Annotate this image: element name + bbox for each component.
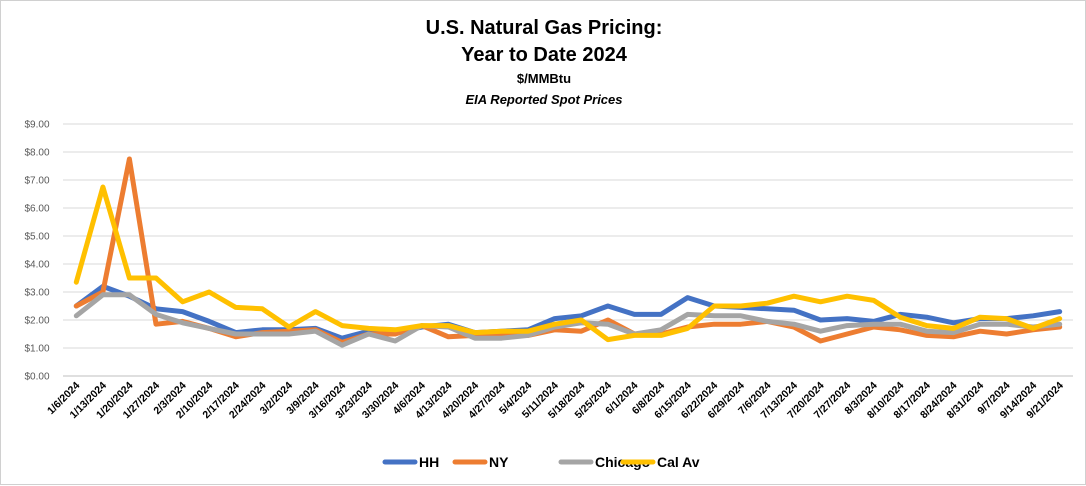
series-lines (73, 156, 1063, 348)
y-tick-label: $7.00 (24, 176, 49, 187)
legend: HHNYChicagoCal Av (382, 454, 700, 470)
legend-label: HH (419, 454, 439, 470)
y-tick-label: $6.00 (24, 204, 49, 215)
y-axis: $0.00 $1.00 $2.00 $3.00 $4.00 $5.00 $6.00 $7.00… (24, 120, 49, 383)
x-axis: 1/6/20241/13/20241/20/20241/27/20242/3/2… (45, 380, 1066, 422)
source-note: EIA Reported Spot Prices (466, 92, 623, 107)
y-tick-label: $4.00 (24, 260, 49, 271)
chart-subtitle: Year to Date 2024 (461, 44, 628, 66)
y-tick-label: $1.00 (24, 344, 49, 355)
y-tick-label: $2.00 (24, 316, 49, 327)
y-tick-label: $5.00 (24, 232, 49, 243)
legend-label: Cal Av (657, 454, 700, 470)
chart-title: U.S. Natural Gas Pricing: (426, 17, 663, 39)
y-tick-label: $9.00 (24, 120, 49, 131)
series-line-cal-av (73, 184, 1063, 343)
y-tick-label: $3.00 (24, 288, 49, 299)
unit-label: $/MMBtu (517, 71, 571, 86)
y-tick-label: $0.00 (24, 372, 49, 383)
series-line-chicago (73, 292, 1063, 348)
legend-label: NY (489, 454, 509, 470)
gridlines (63, 123, 1073, 377)
y-tick-label: $8.00 (24, 148, 49, 159)
